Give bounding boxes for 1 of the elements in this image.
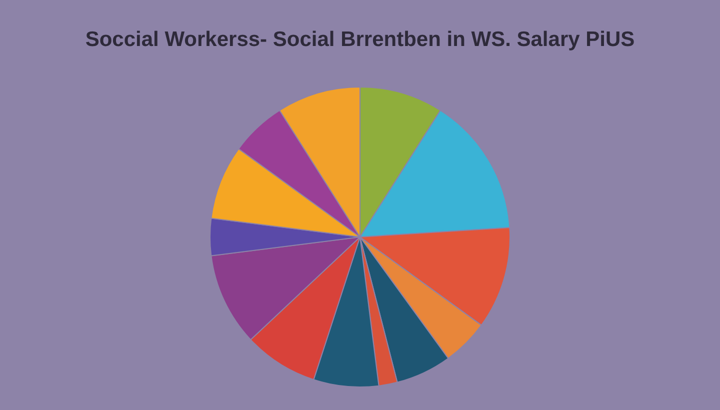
chart-title: Soccial Workerss- Social Brrentben in WS. Salary PiUS — [85, 28, 635, 51]
